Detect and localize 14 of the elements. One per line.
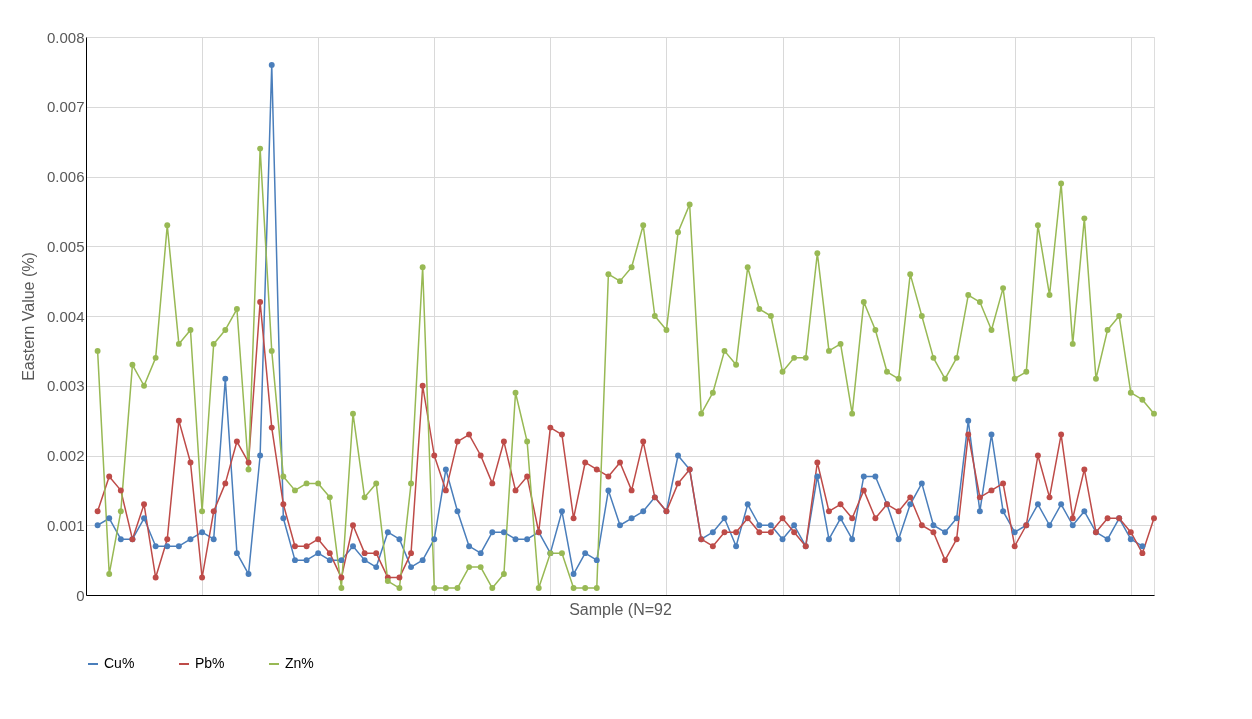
y-tick-label: 0.002 — [46, 447, 85, 464]
y-tick-label: 0.007 — [46, 98, 85, 116]
legend-label: Pb% — [195, 655, 225, 671]
y-tick-label: 0.003 — [46, 377, 85, 395]
x-axis-title: Sample (N=92 — [569, 600, 672, 618]
y-tick-label: 0.008 — [46, 28, 85, 46]
y-tick-label: 0.006 — [46, 168, 85, 185]
y-tick-label: 0 — [76, 586, 85, 604]
legend-label: Cu% — [104, 655, 135, 671]
y-tick-label: 0.001 — [46, 516, 85, 534]
y-tick-label: 0.004 — [46, 307, 85, 325]
legend-label: Zn% — [285, 655, 314, 671]
y-axis-title: Eastern Value (%) — [19, 252, 37, 381]
y-tick-label: 0.005 — [46, 237, 85, 255]
